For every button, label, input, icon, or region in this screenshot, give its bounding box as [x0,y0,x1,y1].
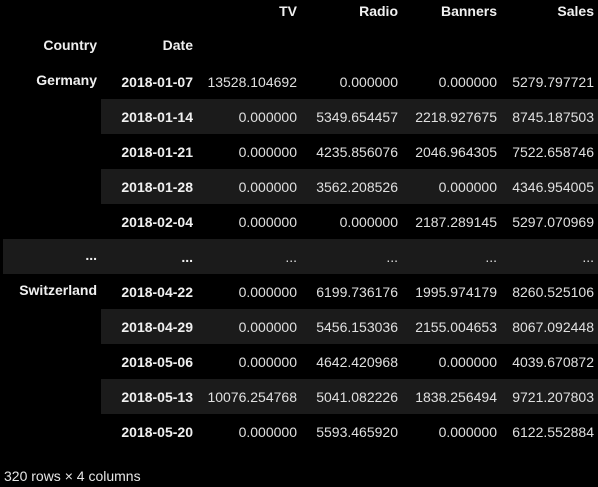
table-row: 2018-02-04 0.000000 0.000000 2187.289145… [3,204,598,239]
tv-cell: 0.000000 [197,169,301,204]
ellipsis-row: ... ... ... ... ... ... [3,239,598,274]
blank-header-cell [501,26,598,64]
table-row: 2018-05-20 0.000000 5593.465920 0.000000… [3,414,598,449]
sales-cell: 8745.187503 [501,99,598,134]
country-index-switzerland: Switzerland [3,274,101,449]
tv-cell: 0.000000 [197,99,301,134]
radio-cell: 3562.208526 [301,169,402,204]
blank-header-cell [402,26,501,64]
sales-cell: 4039.670872 [501,344,598,379]
tv-cell: 0.000000 [197,134,301,169]
sales-cell: 9721.207803 [501,379,598,414]
column-header-banners: Banners [440,3,497,19]
date-index: 2018-01-07 [101,64,197,99]
table-row: Switzerland 2018-04-22 0.000000 6199.736… [3,274,598,449]
ellipsis-cell: ... [101,239,197,274]
tv-cell: 0.000000 [197,204,301,239]
radio-cell: 6199.736176 [301,274,402,309]
sales-cell: 4346.954005 [501,169,598,204]
table-row: 2018-05-06 0.000000 4642.420968 0.000000… [3,344,598,379]
column-header-sales: Sales [557,3,594,19]
radio-cell: 0.000000 [301,64,402,99]
radio-cell: 4235.856076 [301,134,402,169]
banners-cell: 2187.289145 [402,204,501,239]
column-header-tv: TV [279,3,297,19]
banners-cell: 1838.256494 [402,379,501,414]
table-header: TV Radio Banners Sales Country Date [3,0,598,64]
column-header-row: TV Radio Banners Sales [3,0,598,26]
date-index: 2018-01-14 [101,99,197,134]
banners-cell: 0.000000 [402,344,501,379]
table-row: 2018-01-28 0.000000 3562.208526 0.000000… [3,169,598,204]
column-header-radio: Radio [359,3,398,19]
banners-cell: 2155.004653 [402,309,501,344]
blank-header-cell [3,0,101,26]
sales-cell: 8067.092448 [501,309,598,344]
sales-cell: 5297.070969 [501,204,598,239]
date-index: 2018-01-21 [101,134,197,169]
date-index: 2018-04-29 [101,309,197,344]
table-row: Germany 2018-01-07 13528.104692 0.000000… [3,64,598,239]
banners-cell: 0.000000 [402,64,501,99]
tv-cell: 13528.104692 [197,64,301,99]
date-index: 2018-05-06 [101,344,197,379]
date-index: 2018-04-22 [101,274,197,309]
tv-cell: 0.000000 [197,344,301,379]
date-index: 2018-05-13 [101,379,197,414]
blank-header-cell [197,26,301,64]
shape-summary: 320 rows × 4 columns [4,468,141,484]
ellipsis-cell: ... [501,239,598,274]
radio-cell: 5456.153036 [301,309,402,344]
tv-cell: 0.000000 [197,274,301,309]
radio-cell: 0.000000 [301,204,402,239]
blank-header-cell [301,26,402,64]
sales-cell: 6122.552884 [501,414,598,449]
dataframe-table: TV Radio Banners Sales Country Date Germ… [3,0,598,449]
radio-cell: 5349.654457 [301,99,402,134]
banners-cell: 0.000000 [402,169,501,204]
tv-cell: 10076.254768 [197,379,301,414]
table-body: Germany 2018-01-07 13528.104692 0.000000… [3,64,598,449]
ellipsis-cell: ... [197,239,301,274]
sales-cell: 8260.525106 [501,274,598,309]
radio-cell: 5041.082226 [301,379,402,414]
ellipsis-cell: ... [301,239,402,274]
radio-cell: 4642.420968 [301,344,402,379]
sales-cell: 7522.658746 [501,134,598,169]
ellipsis-cell: ... [402,239,501,274]
banners-cell: 0.000000 [402,414,501,449]
sales-cell: 5279.797721 [501,64,598,99]
radio-cell: 5593.465920 [301,414,402,449]
table-row: 2018-01-21 0.000000 4235.856076 2046.964… [3,134,598,169]
date-index: 2018-01-28 [101,169,197,204]
banners-cell: 2218.927675 [402,99,501,134]
table-row: 2018-04-29 0.000000 5456.153036 2155.004… [3,309,598,344]
banners-cell: 2046.964305 [402,134,501,169]
table-row: 2018-05-13 10076.254768 5041.082226 1838… [3,379,598,414]
ellipsis-cell: ... [3,239,101,274]
banners-cell: 1995.974179 [402,274,501,309]
index-name-date: Date [162,37,193,53]
tv-cell: 0.000000 [197,414,301,449]
country-index-germany: Germany [3,64,101,239]
tv-cell: 0.000000 [197,309,301,344]
date-index: 2018-02-04 [101,204,197,239]
date-index: 2018-05-20 [101,414,197,449]
blank-header-cell [101,0,197,26]
table-row: 2018-01-14 0.000000 5349.654457 2218.927… [3,99,598,134]
index-name-row: Country Date [3,26,598,64]
index-name-country: Country [43,37,97,53]
